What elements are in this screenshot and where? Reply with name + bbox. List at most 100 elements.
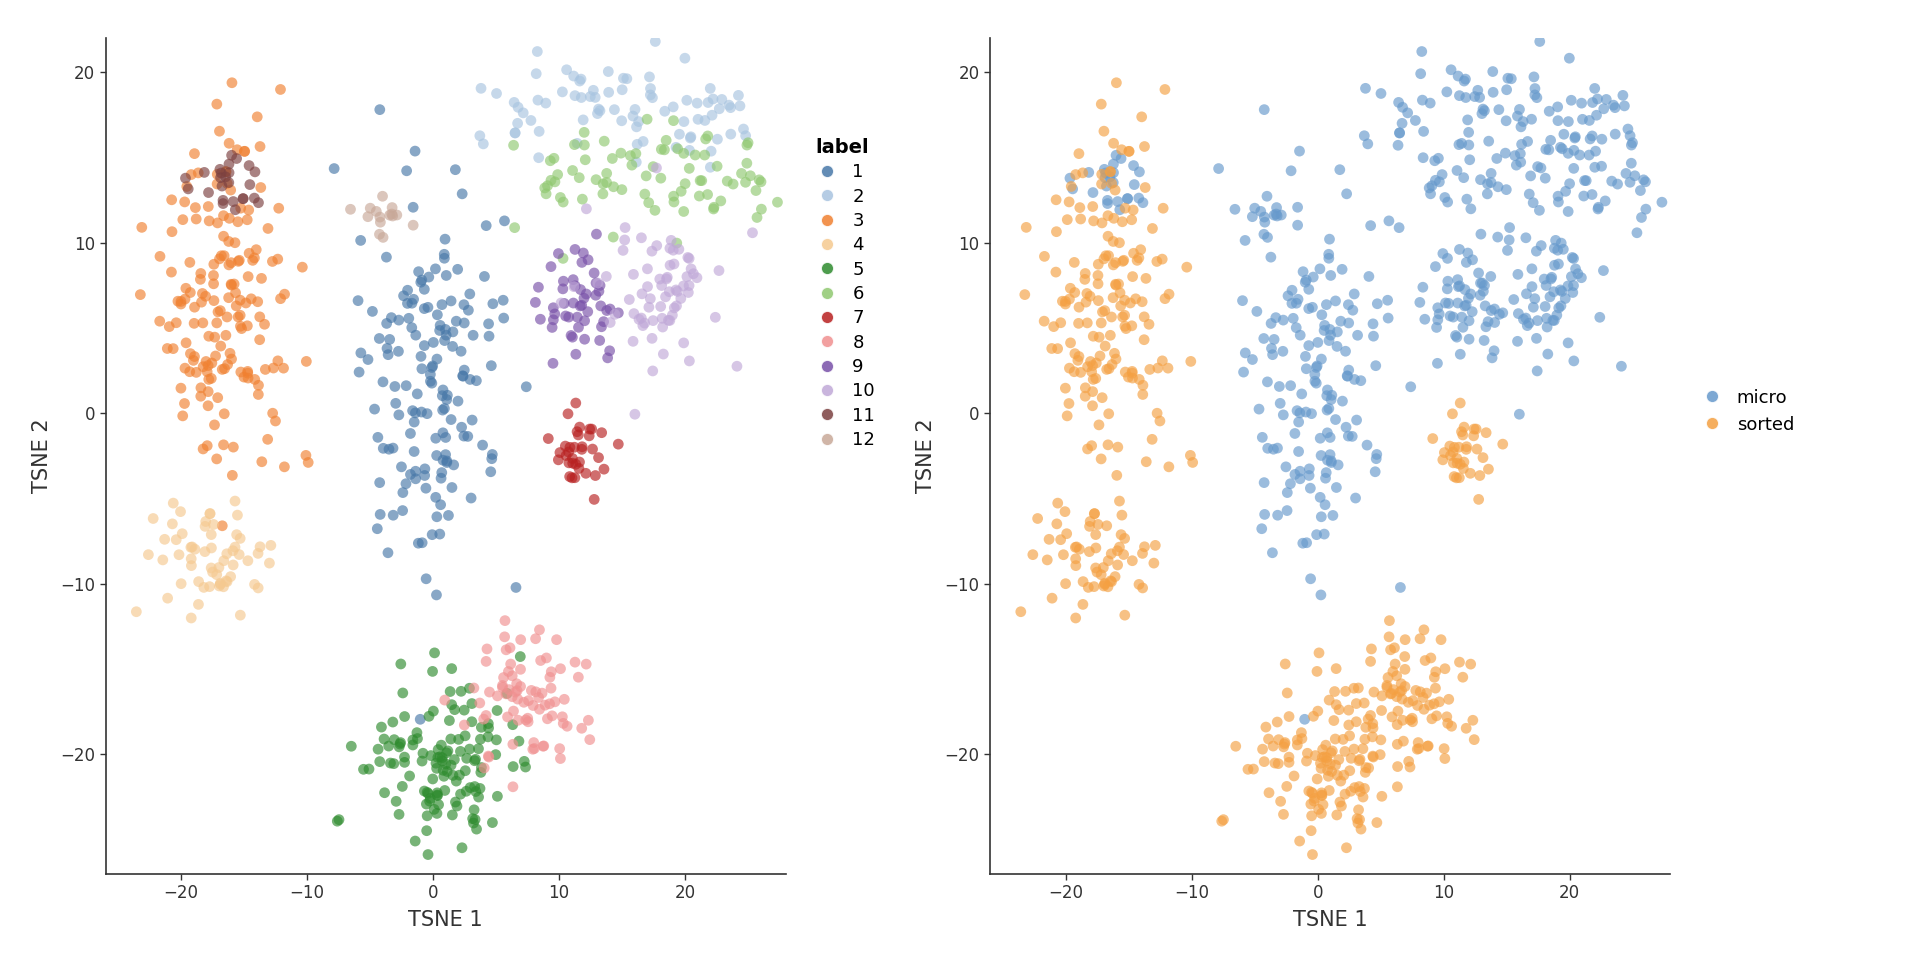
- Point: [1559, 353, 1590, 369]
- Point: [1269, 657, 1300, 672]
- Point: [497, 689, 528, 705]
- Point: [568, 246, 599, 261]
- Point: [1114, 370, 1144, 385]
- Point: [1553, 278, 1584, 294]
- Point: [524, 702, 555, 717]
- Point: [1444, 242, 1475, 257]
- Point: [1315, 322, 1346, 337]
- Point: [1432, 251, 1463, 266]
- Point: [497, 704, 528, 719]
- Point: [336, 202, 367, 217]
- Point: [497, 759, 528, 775]
- Point: [1452, 442, 1482, 457]
- Point: [1526, 160, 1557, 176]
- Point: [1263, 732, 1294, 747]
- Point: [1430, 190, 1461, 205]
- Point: [1613, 121, 1644, 136]
- Point: [1294, 300, 1325, 316]
- Point: [1311, 382, 1342, 397]
- Point: [578, 442, 609, 457]
- Point: [655, 284, 685, 300]
- Point: [1098, 156, 1129, 172]
- Point: [532, 711, 563, 727]
- Point: [188, 580, 219, 595]
- Point: [388, 503, 419, 518]
- Point: [684, 111, 714, 127]
- Point: [1219, 202, 1250, 217]
- Point: [660, 139, 691, 155]
- Point: [474, 328, 505, 344]
- Point: [593, 84, 624, 100]
- Point: [1478, 301, 1509, 317]
- Point: [538, 300, 568, 316]
- Point: [1580, 143, 1611, 158]
- Point: [1248, 331, 1279, 347]
- Point: [1094, 164, 1125, 180]
- Point: [1609, 98, 1640, 113]
- Point: [1079, 506, 1110, 521]
- Point: [649, 347, 680, 362]
- Point: [1432, 281, 1463, 297]
- Point: [541, 167, 572, 182]
- Point: [1448, 669, 1478, 684]
- Point: [1204, 161, 1235, 177]
- Point: [1521, 90, 1551, 106]
- Point: [568, 137, 599, 153]
- Point: [1300, 367, 1331, 382]
- Point: [1542, 99, 1572, 114]
- Point: [202, 96, 232, 111]
- Point: [457, 811, 488, 827]
- Point: [240, 577, 271, 592]
- Point: [190, 518, 221, 534]
- Point: [417, 375, 447, 391]
- Point: [1465, 468, 1496, 483]
- Point: [1553, 176, 1584, 191]
- Point: [547, 281, 578, 297]
- Point: [1263, 379, 1294, 395]
- Point: [470, 708, 501, 723]
- Point: [1054, 292, 1085, 307]
- Point: [396, 320, 426, 335]
- Point: [1382, 759, 1413, 775]
- Point: [213, 290, 244, 305]
- Point: [1100, 569, 1131, 585]
- Point: [647, 277, 678, 293]
- Point: [513, 710, 543, 726]
- Point: [388, 685, 419, 701]
- Point: [144, 314, 175, 329]
- Point: [428, 762, 459, 778]
- Point: [536, 664, 566, 680]
- Point: [674, 277, 705, 293]
- Point: [232, 269, 263, 284]
- Point: [179, 316, 209, 331]
- Point: [1104, 276, 1135, 292]
- Point: [472, 716, 503, 732]
- Point: [1380, 668, 1411, 684]
- Point: [1344, 779, 1375, 794]
- Point: [205, 338, 236, 353]
- Point: [1540, 257, 1571, 273]
- Point: [422, 351, 453, 367]
- Point: [177, 611, 207, 626]
- Point: [213, 135, 244, 151]
- Point: [1344, 752, 1375, 767]
- Point: [415, 791, 445, 806]
- Point: [1557, 250, 1588, 265]
- Point: [1467, 450, 1498, 466]
- Point: [1430, 661, 1461, 677]
- Point: [430, 692, 461, 708]
- Point: [503, 115, 534, 131]
- Point: [1407, 92, 1438, 108]
- Point: [1315, 756, 1346, 772]
- Point: [1540, 232, 1571, 248]
- Point: [1273, 288, 1304, 303]
- Point: [1503, 102, 1534, 117]
- Point: [1089, 252, 1119, 267]
- Point: [1092, 228, 1123, 244]
- Point: [641, 238, 672, 253]
- Point: [1476, 350, 1507, 366]
- Point: [666, 183, 697, 199]
- Point: [470, 218, 501, 233]
- Point: [161, 532, 192, 547]
- Point: [457, 696, 488, 711]
